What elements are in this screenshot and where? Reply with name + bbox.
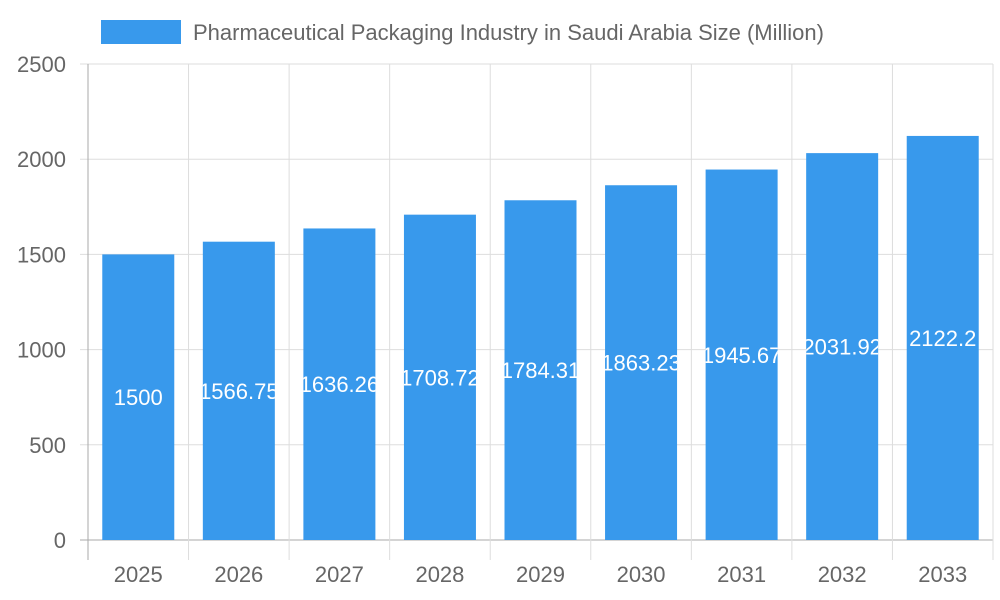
x-tick-label: 2033 bbox=[918, 562, 967, 587]
legend-swatch bbox=[101, 20, 181, 44]
data-label: 1863.23 bbox=[601, 351, 681, 376]
bar bbox=[403, 214, 476, 540]
data-label: 1500 bbox=[114, 385, 163, 410]
data-label: 1566.75 bbox=[199, 379, 279, 404]
y-tick-label: 500 bbox=[29, 433, 66, 458]
data-label: 2122.2 bbox=[909, 326, 976, 351]
bar bbox=[705, 169, 778, 540]
x-tick-label: 2026 bbox=[214, 562, 263, 587]
data-label: 1945.67 bbox=[702, 343, 782, 368]
bar bbox=[303, 228, 376, 540]
legend-label: Pharmaceutical Packaging Industry in Sau… bbox=[193, 20, 824, 45]
bar bbox=[102, 254, 175, 540]
x-tick-label: 2027 bbox=[315, 562, 364, 587]
y-tick-label: 2000 bbox=[17, 147, 66, 172]
data-label: 1636.26 bbox=[300, 372, 380, 397]
x-tick-label: 2028 bbox=[415, 562, 464, 587]
x-tick-label: 2029 bbox=[516, 562, 565, 587]
x-tick-label: 2032 bbox=[818, 562, 867, 587]
y-tick-label: 1000 bbox=[17, 338, 66, 363]
data-label: 1708.72 bbox=[400, 365, 480, 390]
y-tick-label: 0 bbox=[54, 528, 66, 553]
bar bbox=[605, 185, 678, 540]
bar bbox=[202, 241, 275, 540]
x-tick-label: 2030 bbox=[617, 562, 666, 587]
y-tick-label: 1500 bbox=[17, 242, 66, 267]
y-tick-label: 2500 bbox=[17, 52, 66, 77]
x-tick-label: 2025 bbox=[114, 562, 163, 587]
x-tick-label: 2031 bbox=[717, 562, 766, 587]
bar bbox=[504, 200, 577, 540]
bar bbox=[806, 153, 879, 540]
data-label: 2031.92 bbox=[802, 335, 882, 360]
data-label: 1784.31 bbox=[501, 358, 581, 383]
bar bbox=[906, 135, 979, 541]
